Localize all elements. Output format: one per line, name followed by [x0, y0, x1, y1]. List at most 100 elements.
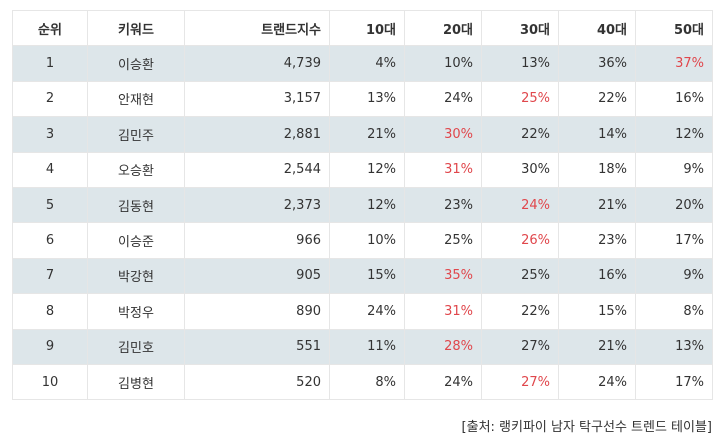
cell-rank: 3 — [12, 116, 88, 153]
header-age-30s: 30대 — [481, 9, 559, 47]
cell-age-10s: 11% — [329, 328, 405, 365]
cell-age-40s: 36% — [558, 45, 636, 82]
cell-age-10s: 24% — [329, 293, 405, 330]
cell-age-20s: 24% — [404, 363, 482, 401]
cell-rank: 8 — [12, 293, 88, 330]
cell-rank: 7 — [12, 257, 88, 295]
header-age-20s: 20대 — [404, 9, 482, 47]
cell-age-40s: 23% — [558, 222, 636, 259]
cell-trend-index: 520 — [184, 363, 330, 401]
cell-age-30s: 27% — [481, 328, 559, 365]
cell-age-40s: 24% — [558, 363, 636, 401]
cell-keyword: 김민주 — [87, 116, 185, 153]
cell-trend-index: 3,157 — [184, 80, 330, 118]
cell-age-10s: 13% — [329, 80, 405, 118]
cell-trend-index: 966 — [184, 222, 330, 259]
cell-rank: 1 — [12, 45, 88, 82]
cell-age-20s: 10% — [404, 45, 482, 82]
table-row: 3 김민주 2,881 21% 30% 22% 14% 12% — [12, 116, 713, 153]
cell-age-10s: 21% — [329, 116, 405, 153]
cell-trend-index: 2,373 — [184, 186, 330, 224]
cell-age-20s: 25% — [404, 222, 482, 259]
cell-age-50s: 17% — [635, 363, 713, 401]
table-row: 6 이승준 966 10% 25% 26% 23% 17% — [12, 222, 713, 259]
cell-trend-index: 905 — [184, 257, 330, 295]
cell-age-50s: 8% — [635, 293, 713, 330]
cell-age-50s: 37% — [635, 45, 713, 82]
cell-age-30s: 27% — [481, 363, 559, 401]
cell-age-20s: 30% — [404, 116, 482, 153]
cell-trend-index: 551 — [184, 328, 330, 365]
cell-keyword: 이승준 — [87, 222, 185, 259]
cell-age-50s: 20% — [635, 186, 713, 224]
cell-age-50s: 9% — [635, 257, 713, 295]
cell-rank: 9 — [12, 328, 88, 365]
cell-keyword: 오승환 — [87, 151, 185, 188]
table-row: 5 김동현 2,373 12% 23% 24% 21% 20% — [12, 186, 713, 224]
cell-keyword: 김민호 — [87, 328, 185, 365]
header-age-40s: 40대 — [558, 9, 636, 47]
cell-age-10s: 8% — [329, 363, 405, 401]
cell-rank: 2 — [12, 80, 88, 118]
cell-age-50s: 9% — [635, 151, 713, 188]
header-trend-index: 트랜드지수 — [184, 9, 330, 47]
cell-age-10s: 10% — [329, 222, 405, 259]
cell-age-40s: 21% — [558, 328, 636, 365]
table-row: 9 김민호 551 11% 28% 27% 21% 13% — [12, 328, 713, 365]
trend-table: 순위 키워드 트랜드지수 10대 20대 30대 40대 50대 1 이승환 4,7… — [12, 9, 713, 401]
cell-trend-index: 890 — [184, 293, 330, 330]
table-row: 10 김병현 520 8% 24% 27% 24% 17% — [12, 363, 713, 401]
cell-age-50s: 16% — [635, 80, 713, 118]
cell-keyword: 박정우 — [87, 293, 185, 330]
cell-age-40s: 15% — [558, 293, 636, 330]
cell-rank: 4 — [12, 151, 88, 188]
cell-trend-index: 4,739 — [184, 45, 330, 82]
cell-age-20s: 24% — [404, 80, 482, 118]
header-age-10s: 10대 — [329, 9, 405, 47]
table-row: 1 이승환 4,739 4% 10% 13% 36% 37% — [12, 45, 713, 82]
cell-age-30s: 22% — [481, 116, 559, 153]
cell-age-30s: 24% — [481, 186, 559, 224]
table-row: 8 박정우 890 24% 31% 22% 15% 8% — [12, 293, 713, 330]
cell-trend-index: 2,881 — [184, 116, 330, 153]
trend-table-container: 순위 키워드 트랜드지수 10대 20대 30대 40대 50대 1 이승환 4,7… — [12, 9, 713, 401]
cell-age-30s: 25% — [481, 80, 559, 118]
cell-age-20s: 35% — [404, 257, 482, 295]
cell-age-10s: 15% — [329, 257, 405, 295]
table-header-row: 순위 키워드 트랜드지수 10대 20대 30대 40대 50대 — [12, 9, 713, 47]
table-row: 2 안재현 3,157 13% 24% 25% 22% 16% — [12, 80, 713, 118]
cell-age-30s: 13% — [481, 45, 559, 82]
cell-keyword: 이승환 — [87, 45, 185, 82]
cell-age-40s: 22% — [558, 80, 636, 118]
cell-age-20s: 28% — [404, 328, 482, 365]
cell-age-30s: 30% — [481, 151, 559, 188]
cell-age-50s: 13% — [635, 328, 713, 365]
cell-age-40s: 14% — [558, 116, 636, 153]
cell-keyword: 안재현 — [87, 80, 185, 118]
cell-age-30s: 25% — [481, 257, 559, 295]
cell-age-10s: 4% — [329, 45, 405, 82]
table-row: 7 박강현 905 15% 35% 25% 16% 9% — [12, 257, 713, 295]
cell-age-40s: 16% — [558, 257, 636, 295]
cell-age-20s: 31% — [404, 293, 482, 330]
cell-age-20s: 23% — [404, 186, 482, 224]
cell-age-40s: 18% — [558, 151, 636, 188]
table-row: 4 오승환 2,544 12% 31% 30% 18% 9% — [12, 151, 713, 188]
cell-age-40s: 21% — [558, 186, 636, 224]
cell-age-20s: 31% — [404, 151, 482, 188]
header-age-50s: 50대 — [635, 9, 713, 47]
cell-age-10s: 12% — [329, 186, 405, 224]
cell-age-10s: 12% — [329, 151, 405, 188]
cell-trend-index: 2,544 — [184, 151, 330, 188]
header-rank: 순위 — [12, 9, 88, 47]
cell-age-50s: 12% — [635, 116, 713, 153]
cell-age-30s: 22% — [481, 293, 559, 330]
cell-rank: 10 — [12, 363, 88, 401]
header-keyword: 키워드 — [87, 9, 185, 47]
source-caption: [출처: 랭키파이 남자 탁구선수 트렌드 테이블] — [461, 420, 712, 435]
cell-keyword: 김동현 — [87, 186, 185, 224]
cell-rank: 6 — [12, 222, 88, 259]
cell-rank: 5 — [12, 186, 88, 224]
cell-age-50s: 17% — [635, 222, 713, 259]
cell-keyword: 김병현 — [87, 363, 185, 401]
